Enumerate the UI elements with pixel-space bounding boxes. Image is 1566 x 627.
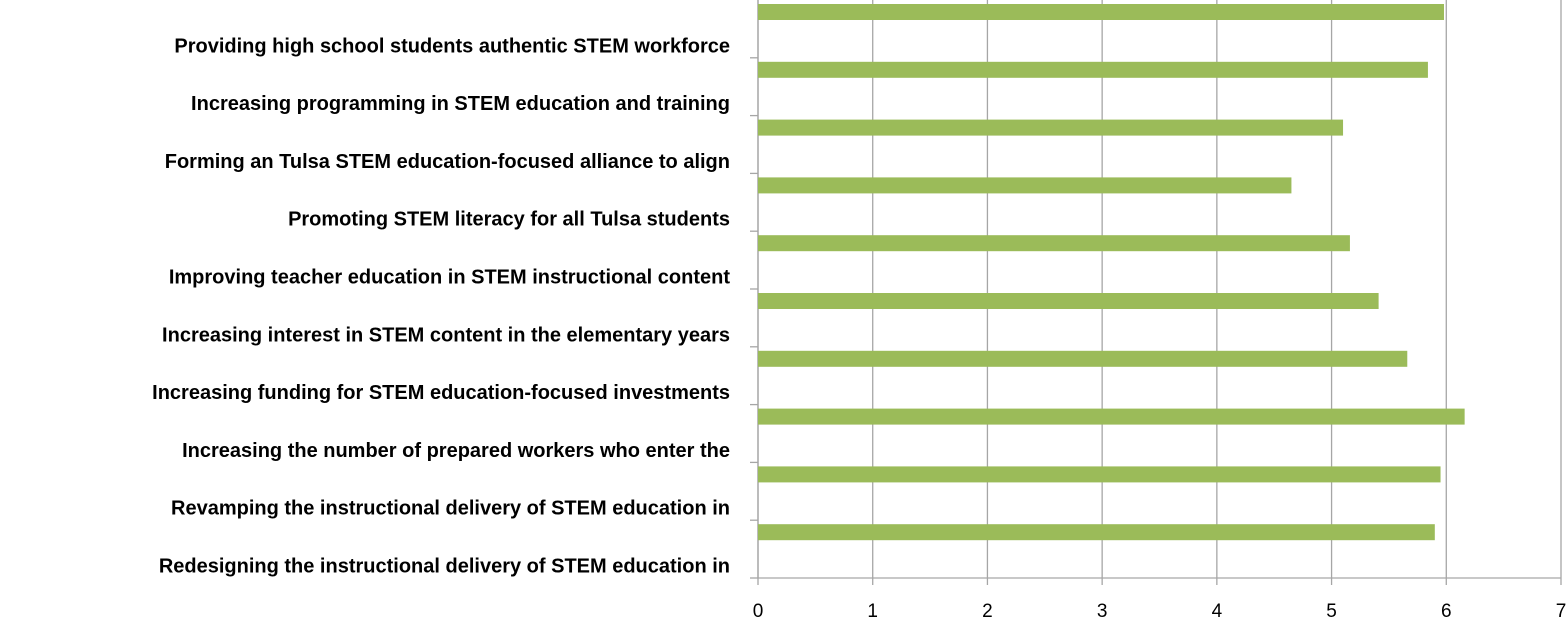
x-tick-label: 3 [1097, 601, 1108, 622]
y-tick-label: Revamping the instructional delivery of … [171, 498, 730, 520]
bar [758, 293, 1379, 309]
x-tick-label: 5 [1326, 601, 1337, 622]
bar [758, 61, 1428, 78]
bar [758, 408, 1465, 425]
bar [758, 119, 1344, 136]
x-tick-label: 6 [1441, 601, 1452, 622]
x-tick-label: 1 [867, 601, 878, 622]
bar [758, 350, 1408, 367]
x-tick-label: 2 [982, 601, 993, 622]
x-tick-label: 0 [753, 601, 764, 622]
x-tick-label: 7 [1556, 601, 1566, 622]
y-tick-label: Increasing funding for STEM education-fo… [152, 382, 730, 404]
x-tick-label: 4 [1212, 601, 1223, 622]
bar [758, 177, 1292, 194]
y-tick-label: Providing high school students authentic… [174, 35, 730, 57]
y-tick-label: Forming an Tulsa STEM education-focused … [165, 151, 730, 173]
bar [758, 235, 1350, 252]
bar [758, 524, 1435, 541]
y-tick-label: Increasing the number of prepared worker… [182, 440, 730, 462]
bar [758, 466, 1441, 483]
y-tick-label: Increasing programming in STEM education… [191, 93, 730, 115]
y-tick-label: Improving teacher education in STEM inst… [169, 266, 731, 288]
bar [758, 4, 1444, 20]
y-tick-label: Promoting STEM literacy for all Tulsa st… [288, 209, 730, 231]
y-tick-label: Increasing interest in STEM content in t… [162, 324, 730, 346]
y-tick-label: Redesigning the instructional delivery o… [159, 555, 730, 577]
